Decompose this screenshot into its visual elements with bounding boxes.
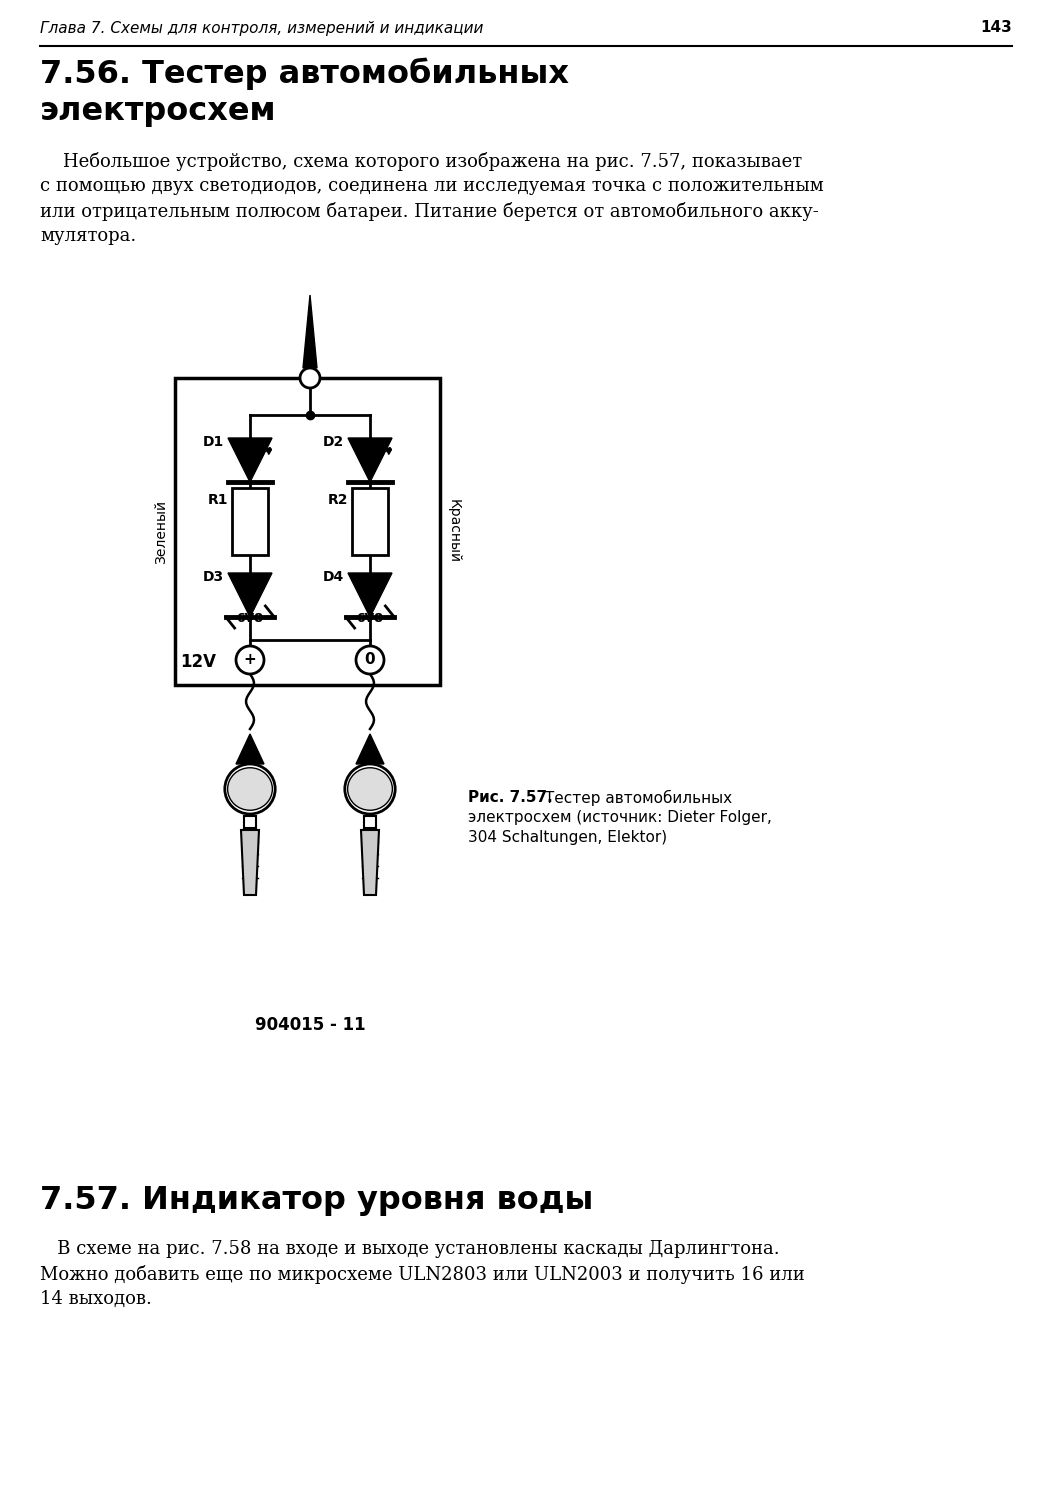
- Text: 7.57. Индикатор уровня воды: 7.57. Индикатор уровня воды: [40, 1185, 593, 1216]
- Bar: [352, 488, 388, 555]
- Text: D2: D2: [323, 435, 344, 448]
- Text: мулятора.: мулятора.: [40, 226, 137, 244]
- Polygon shape: [241, 830, 259, 896]
- Text: D1: D1: [203, 435, 224, 448]
- Text: 904015 - 11: 904015 - 11: [255, 1016, 365, 1034]
- Text: или отрицательным полюсом батареи. Питание берется от автомобильного акку-: или отрицательным полюсом батареи. Питан…: [40, 202, 818, 220]
- Polygon shape: [228, 438, 272, 482]
- Text: 14 выходов.: 14 выходов.: [40, 1290, 151, 1308]
- Polygon shape: [348, 438, 392, 482]
- Text: электросхем: электросхем: [40, 96, 277, 128]
- Text: Рис. 7.57.: Рис. 7.57.: [468, 790, 552, 806]
- Text: Тестер автомобильных: Тестер автомобильных: [540, 790, 732, 806]
- Circle shape: [236, 646, 264, 674]
- Text: Можно добавить еще по микросхеме ULN2803 или ULN2003 и получить 16 или: Можно добавить еще по микросхеме ULN2803…: [40, 1264, 805, 1284]
- Text: Небольшое устройство, схема которого изображена на рис. 7.57, показывает: Небольшое устройство, схема которого изо…: [40, 152, 802, 171]
- Polygon shape: [228, 573, 272, 616]
- Polygon shape: [356, 734, 384, 764]
- Text: +: +: [244, 652, 257, 668]
- Text: R2: R2: [327, 494, 348, 507]
- Text: 150Ω: 150Ω: [364, 503, 377, 540]
- Bar: [175, 378, 440, 686]
- Text: 304 Schaltungen, Elektor): 304 Schaltungen, Elektor): [468, 830, 667, 844]
- Polygon shape: [236, 734, 264, 764]
- Text: электросхем (источник: Dieter Folger,: электросхем (источник: Dieter Folger,: [468, 810, 772, 825]
- Text: Красный: Красный: [447, 500, 461, 564]
- Text: 0: 0: [365, 652, 376, 668]
- Ellipse shape: [347, 768, 392, 810]
- Text: R1: R1: [207, 494, 228, 507]
- Ellipse shape: [227, 768, 272, 810]
- Polygon shape: [361, 830, 379, 896]
- Text: 7.56. Тестер автомобильных: 7.56. Тестер автомобильных: [40, 58, 569, 90]
- Text: Зеленый: Зеленый: [154, 500, 168, 564]
- Text: D3: D3: [203, 570, 224, 584]
- Text: 150Ω: 150Ω: [243, 503, 257, 540]
- Text: 6V8: 6V8: [357, 612, 383, 626]
- Circle shape: [356, 646, 384, 674]
- Text: Глава 7. Схемы для контроля, измерений и индикации: Глава 7. Схемы для контроля, измерений и…: [40, 21, 483, 36]
- Text: D4: D4: [323, 570, 344, 584]
- Circle shape: [300, 368, 320, 388]
- Bar: [232, 488, 268, 555]
- Text: 6V8: 6V8: [237, 612, 263, 626]
- Text: с помощью двух светодиодов, соединена ли исследуемая точка с положительным: с помощью двух светодиодов, соединена ли…: [40, 177, 824, 195]
- Text: 143: 143: [980, 21, 1012, 36]
- Text: В схеме на рис. 7.58 на входе и выходе установлены каскады Дарлингтона.: В схеме на рис. 7.58 на входе и выходе у…: [40, 1240, 780, 1258]
- Text: 12V: 12V: [180, 652, 216, 670]
- Polygon shape: [303, 296, 317, 368]
- Polygon shape: [348, 573, 392, 616]
